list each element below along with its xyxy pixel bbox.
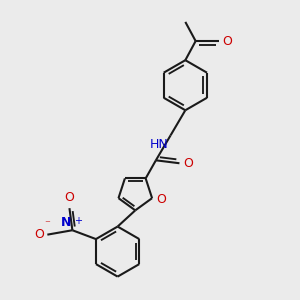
Text: HN: HN (149, 138, 168, 151)
Text: O: O (64, 191, 74, 204)
Text: O: O (157, 193, 166, 206)
Text: O: O (223, 34, 232, 48)
Text: O: O (34, 228, 44, 241)
Text: N: N (61, 216, 71, 229)
Text: O: O (183, 157, 193, 170)
Text: +: + (74, 216, 82, 226)
Text: ⁻: ⁻ (44, 219, 50, 230)
